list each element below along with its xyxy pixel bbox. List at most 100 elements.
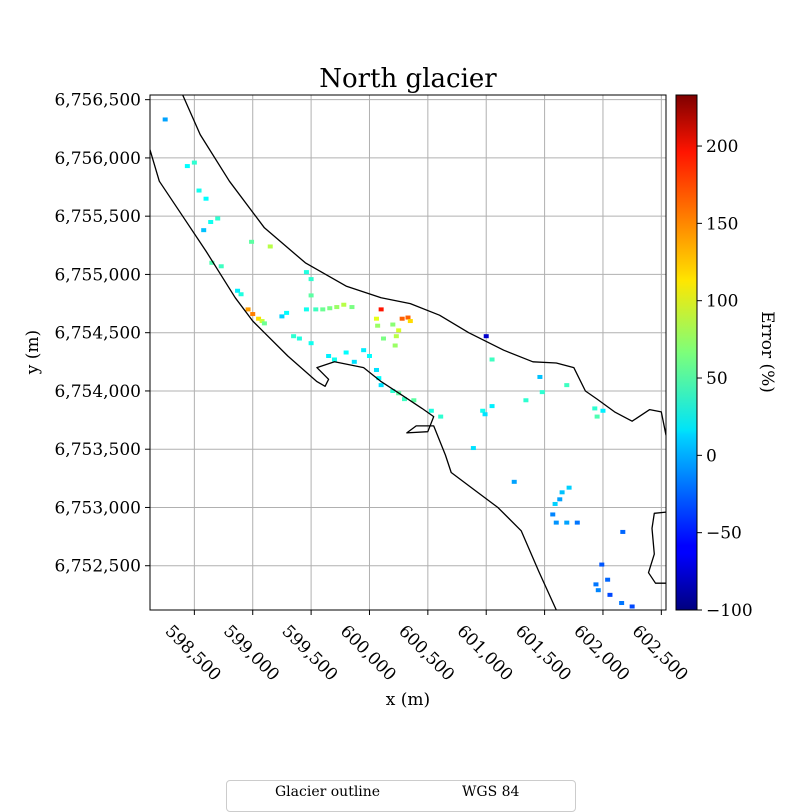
glacier-outline [150, 95, 666, 610]
colorbar-tick-label: 0 [706, 446, 717, 466]
error-cell [392, 343, 398, 348]
colorbar-tick-label: 150 [706, 214, 738, 234]
legend: Glacier outline WGS 84 [226, 780, 576, 812]
error-cell [574, 520, 580, 525]
colorbar-label: Error (%) [757, 311, 777, 393]
error-cell [405, 315, 411, 320]
error-cell [620, 529, 626, 534]
error-cell [373, 316, 379, 321]
error-cell [595, 588, 601, 593]
y-tick-label: 6,755,500 [54, 207, 141, 227]
error-cell [483, 334, 489, 339]
error-cell [390, 388, 396, 393]
error-cell [308, 277, 314, 282]
colorbar-tick-label: 50 [706, 369, 728, 389]
error-cell [343, 350, 349, 355]
error-cell [203, 196, 209, 201]
error-cell [550, 512, 556, 517]
error-cell [291, 334, 297, 339]
colorbar [675, 94, 698, 611]
y-tick-label: 6,756,000 [54, 149, 141, 169]
error-cell [261, 321, 267, 326]
error-cell [605, 577, 611, 582]
error-cell [537, 374, 543, 379]
error-cell [349, 305, 355, 310]
error-cell [267, 244, 273, 249]
error-cell [208, 220, 214, 225]
error-cell [351, 359, 357, 364]
glacier-outline-lower [150, 149, 557, 610]
error-cell [313, 307, 319, 312]
error-cell [378, 383, 384, 388]
error-cell [235, 288, 241, 293]
error-cell [470, 446, 476, 451]
x-tick-label: 601,000 [453, 621, 517, 685]
error-cell [184, 164, 190, 169]
plot-frame [149, 94, 667, 611]
error-cell [259, 319, 265, 324]
error-cell [619, 601, 625, 606]
error-cell [489, 357, 495, 362]
error-cell [482, 412, 488, 417]
error-cell [600, 408, 606, 413]
error-cell [215, 216, 221, 221]
y-axis-ticks: 6,752,500 6,753,000 6,753,500 6,754,000 6,75… [54, 91, 150, 577]
error-cell [196, 188, 202, 193]
x-tick-label: 599,000 [219, 621, 283, 685]
y-tick-label: 6,756,500 [54, 91, 141, 111]
x-axis-label: x (m) [386, 690, 430, 710]
x-tick-label: 599,500 [278, 621, 342, 685]
error-cell [376, 376, 382, 381]
error-cell [552, 501, 558, 506]
error-cell [303, 307, 309, 312]
error-cell [511, 479, 517, 484]
error-cell [592, 406, 598, 411]
error-cell [401, 397, 407, 402]
legend-crs-label: WGS 84 [462, 784, 520, 800]
y-tick-label: 6,754,500 [54, 324, 141, 344]
error-cell [411, 398, 417, 403]
error-cells [162, 117, 635, 609]
error-cell [380, 336, 386, 341]
y-tick-label: 6,754,000 [54, 382, 141, 402]
error-cell [284, 310, 290, 315]
error-cell [390, 322, 396, 327]
error-cell [480, 408, 486, 413]
error-cell [308, 341, 314, 346]
colorbar-tick-label: 100 [706, 292, 738, 312]
error-cell [593, 582, 599, 587]
error-cell [209, 260, 215, 265]
error-cell [296, 336, 302, 341]
error-cell [564, 520, 570, 525]
error-cell [279, 314, 285, 319]
colorbar-ticks: −100 −50 0 50 100 150 200 [697, 137, 753, 621]
error-cell [629, 604, 635, 609]
error-cell [256, 316, 262, 321]
error-cell [557, 497, 563, 502]
error-cell [428, 408, 434, 413]
x-tick-label: 598,500 [161, 621, 225, 685]
error-cell [393, 334, 399, 339]
error-cell [201, 228, 207, 233]
x-tick-label: 600,000 [336, 621, 400, 685]
error-cell [331, 357, 337, 362]
error-cell [373, 367, 379, 372]
x-axis-ticks: 598,500599,000599,500600,000600,500601,0… [161, 610, 692, 685]
x-tick-label: 602,000 [569, 621, 633, 685]
error-cell [327, 306, 333, 311]
x-tick-label: 602,500 [628, 621, 692, 685]
error-cell [250, 312, 256, 317]
error-cell [399, 316, 405, 321]
error-cell [438, 414, 444, 419]
glacier-outline-upper [182, 95, 666, 436]
error-cell [308, 293, 314, 298]
error-cell [539, 390, 545, 395]
error-cell [607, 592, 613, 597]
error-cell [594, 414, 600, 419]
y-tick-label: 6,753,500 [54, 440, 141, 460]
error-cell [375, 323, 381, 328]
error-cell [320, 307, 326, 312]
error-cell [303, 270, 309, 275]
error-cell [396, 328, 402, 333]
error-cell [334, 305, 340, 310]
